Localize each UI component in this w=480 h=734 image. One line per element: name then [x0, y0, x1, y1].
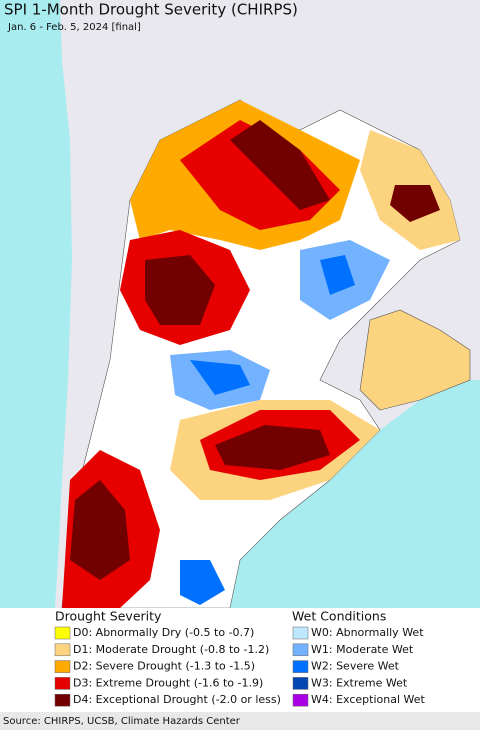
legend-swatch — [54, 677, 71, 690]
legend-swatch — [292, 693, 309, 707]
legend-label: D2: Severe Drought (-1.3 to -1.5) — [73, 660, 255, 673]
map-subtitle: Jan. 6 - Feb. 5, 2024 [final] — [7, 22, 141, 33]
ne-exceptional — [390, 185, 440, 222]
legend-label: D1: Moderate Drought (-0.8 to -1.2) — [73, 643, 269, 656]
legend-swatch — [292, 626, 309, 640]
legend-label: W1: Moderate Wet — [311, 643, 414, 656]
uruguay-region — [359, 309, 471, 411]
legend-swatch — [54, 693, 71, 707]
map — [0, 0, 480, 609]
legend-label: W2: Severe Wet — [311, 660, 400, 673]
legend-label: W3: Extreme Wet — [311, 676, 408, 689]
atlantic-ocean — [230, 380, 480, 608]
legend-label: W4: Exceptional Wet — [311, 693, 426, 706]
north-exceptional — [230, 120, 330, 210]
source-note: Source: CHIRPS, UCSB, Climate Hazards Ce… — [3, 716, 241, 727]
legend-label: D4: Exceptional Drought (-2.0 or less) — [73, 693, 281, 706]
legend-swatch — [54, 643, 71, 657]
legend-label: W0: Abnormally Wet — [311, 626, 424, 639]
south-exceptional — [215, 425, 330, 470]
legend-swatch — [54, 660, 71, 673]
center-severe-wet — [320, 255, 355, 295]
legend-swatch — [292, 660, 309, 673]
legend: D0: Abnormally Dry (-0.5 to -0.7) D1: Mod… — [54, 626, 426, 707]
legend-title: Wet Conditions — [292, 609, 386, 624]
pacific-ocean — [0, 0, 72, 608]
legend-panel — [0, 608, 480, 712]
legend-swatch — [292, 643, 309, 657]
legend-label: D3: Extreme Drought (-1.6 to -1.9) — [73, 676, 263, 689]
middle-severe-wet — [190, 360, 250, 395]
legend-swatch — [54, 626, 71, 640]
west-exceptional — [145, 255, 215, 325]
legend-title: Drought Severity — [55, 609, 162, 624]
legend-label: D0: Abnormally Dry (-0.5 to -0.7) — [73, 626, 254, 639]
patagonia-exceptional — [70, 480, 130, 580]
footer-bar — [0, 712, 480, 730]
south-wet — [180, 560, 225, 605]
map-title: SPI 1-Month Drought Severity (CHIRPS) — [4, 1, 298, 19]
legend-swatch — [292, 677, 309, 690]
